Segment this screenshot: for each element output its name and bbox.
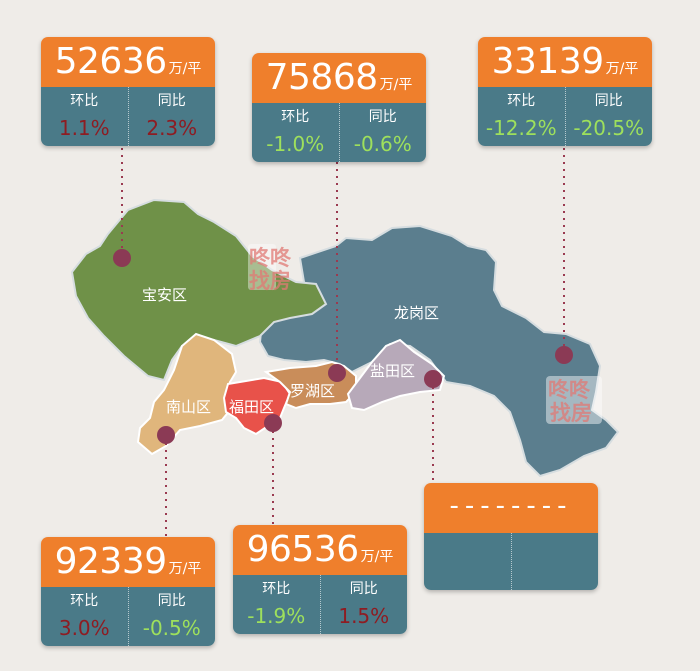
marker-futian <box>264 414 282 432</box>
mom-value: 3.0% <box>58 616 110 640</box>
yoy-value: 2.3% <box>146 116 198 140</box>
yoy-column <box>510 533 599 590</box>
price-unit: 万/平 <box>168 561 202 577</box>
yoy-column: 同比 -0.6% <box>338 103 427 162</box>
yoy-column: 同比 -0.5% <box>127 587 216 646</box>
change-panel: 环比 1.1% 同比 2.3% <box>41 87 215 146</box>
mom-column: 环比 -1.9% <box>233 575 320 634</box>
mom-column: 环比 -12.2% <box>478 87 565 146</box>
mom-column: 环比 1.1% <box>41 87 128 146</box>
price-card-longgang[interactable]: 33139 万/平 环比 -12.2% 同比 -20.5% <box>478 37 652 146</box>
label-baoan: 宝安区 <box>142 286 187 304</box>
yoy-value: -20.5% <box>573 116 645 140</box>
price-header: 33139 万/平 <box>478 37 652 87</box>
mom-label: 环比 <box>507 93 536 109</box>
mom-label: 环比 <box>262 581 291 597</box>
price-value: 33139 <box>491 41 605 82</box>
mom-column: 环比 -1.0% <box>252 103 339 162</box>
price-unit: 万/平 <box>379 77 413 93</box>
watermark-1: 咚咚 找房 <box>248 244 292 293</box>
district-longgang[interactable] <box>258 224 620 478</box>
price-header: 96536 万/平 <box>233 525 407 575</box>
change-panel: 环比 -1.0% 同比 -0.6% <box>252 103 426 162</box>
price-value: 75868 <box>265 57 379 98</box>
marker-yantian <box>424 370 442 388</box>
price-unit: 万/平 <box>360 549 394 565</box>
marker-baoan <box>113 249 131 267</box>
leader-lines <box>121 148 565 538</box>
mom-value: -12.2% <box>485 116 557 140</box>
price-card-yantian[interactable]: -------- <box>424 483 598 590</box>
district-baoan[interactable] <box>70 198 328 382</box>
price-card-nanshan[interactable]: 92339 万/平 环比 3.0% 同比 -0.5% <box>41 537 215 646</box>
yoy-label: 同比 <box>349 581 378 597</box>
watermark-text-3: 咚咚 <box>548 378 591 402</box>
marker-longgang <box>555 346 573 364</box>
price-header: 92339 万/平 <box>41 537 215 587</box>
district-yantian[interactable] <box>346 338 446 412</box>
price-value: 96536 <box>246 529 360 570</box>
change-panel: 环比 3.0% 同比 -0.5% <box>41 587 215 646</box>
yoy-column: 同比 2.3% <box>127 87 216 146</box>
price-unit: 万/平 <box>605 61 639 77</box>
district-nanshan[interactable] <box>136 332 238 456</box>
marker-luohu <box>328 364 346 382</box>
label-luohu: 罗湖区 <box>290 382 335 400</box>
price-card-baoan[interactable]: 52636 万/平 环比 1.1% 同比 2.3% <box>41 37 215 146</box>
mom-column: 环比 3.0% <box>41 587 128 646</box>
price-card-futian[interactable]: 96536 万/平 环比 -1.9% 同比 1.5% <box>233 525 407 634</box>
yoy-value: 1.5% <box>338 604 390 628</box>
markers <box>113 249 573 444</box>
change-panel: 环比 -1.9% 同比 1.5% <box>233 575 407 634</box>
change-panel <box>424 533 598 590</box>
label-yantian: 盐田区 <box>370 362 415 380</box>
price-value: 52636 <box>54 41 168 82</box>
watermark-text-2: 找房 <box>249 269 291 293</box>
yoy-label: 同比 <box>157 93 186 109</box>
watermark-text-4: 找房 <box>550 401 592 425</box>
yoy-column: 同比 -20.5% <box>564 87 653 146</box>
change-panel: 环比 -12.2% 同比 -20.5% <box>478 87 652 146</box>
price-card-luohu[interactable]: 75868 万/平 环比 -1.0% 同比 -0.6% <box>252 53 426 162</box>
mom-label: 环比 <box>70 593 99 609</box>
label-nanshan: 南山区 <box>166 398 211 416</box>
price-unit: 万/平 <box>168 61 202 77</box>
mom-column <box>424 533 511 590</box>
label-futian: 福田区 <box>229 398 274 416</box>
price-header: -------- <box>424 483 598 533</box>
yoy-value: -0.6% <box>353 132 412 156</box>
price-placeholder: -------- <box>449 491 573 521</box>
mom-value: -1.0% <box>266 132 325 156</box>
mom-label: 环比 <box>281 109 310 125</box>
watermark-2: 咚咚 找房 <box>546 376 602 425</box>
yoy-label: 同比 <box>594 93 623 109</box>
yoy-label: 同比 <box>368 109 397 125</box>
mom-label: 环比 <box>70 93 99 109</box>
marker-nanshan <box>157 426 175 444</box>
price-header: 52636 万/平 <box>41 37 215 87</box>
mom-value: -1.9% <box>247 604 306 628</box>
price-header: 75868 万/平 <box>252 53 426 103</box>
yoy-column: 同比 1.5% <box>319 575 408 634</box>
yoy-label: 同比 <box>157 593 186 609</box>
yoy-value: -0.5% <box>142 616 201 640</box>
mom-value: 1.1% <box>58 116 110 140</box>
watermark-text-1: 咚咚 <box>249 246 292 270</box>
price-value: 92339 <box>54 541 168 582</box>
label-longgang: 龙岗区 <box>394 304 439 322</box>
